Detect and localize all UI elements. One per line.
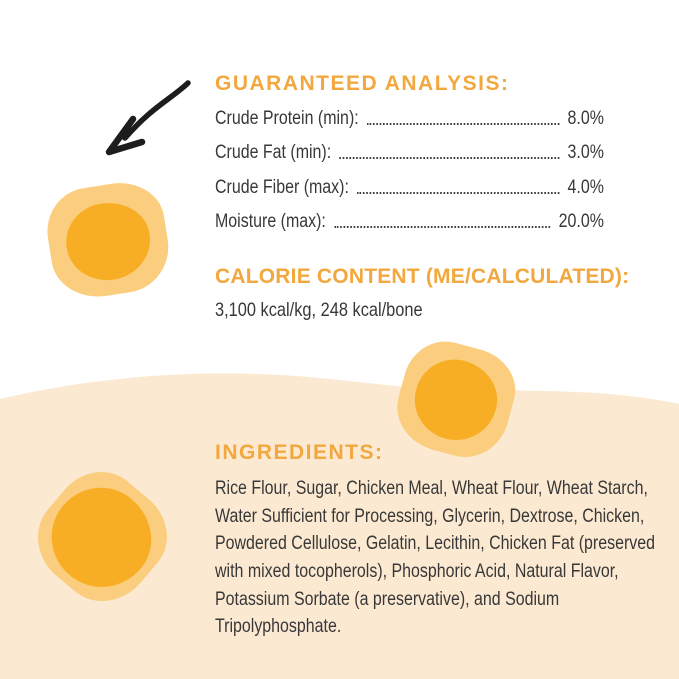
dot-leader (339, 157, 560, 159)
guaranteed-analysis-table: Crude Protein (min): 8.0% Crude Fat (min… (215, 95, 678, 233)
analysis-row-value: 8.0% (567, 107, 604, 129)
analysis-row-label: Crude Fiber (max): (215, 176, 349, 198)
analysis-row: Crude Fiber (max): 4.0% (215, 164, 604, 199)
ingredients-line: Potassium Sorbate (a preservative), and … (215, 588, 560, 610)
ingredients-paragraph: Rice Flour, Sugar, Chicken Meal, Wheat F… (215, 475, 679, 641)
analysis-row-value: 3.0% (567, 142, 604, 164)
curved-arrow-icon (105, 80, 191, 156)
treat-shape (41, 176, 175, 304)
ingredients-heading: INGREDIENTS: (215, 441, 384, 464)
analysis-row-label: Crude Fat (min): (215, 142, 332, 164)
ingredients-line: Rice Flour, Sugar, Chicken Meal, Wheat F… (215, 478, 648, 499)
dot-leader (357, 191, 560, 194)
analysis-row-value: 4.0% (567, 176, 604, 198)
ingredients-line: Tripolyphosphate. (215, 616, 342, 638)
analysis-row-label: Crude Protein (min): (215, 107, 359, 129)
analysis-row-value: 20.0% (558, 211, 604, 233)
analysis-row: Crude Protein (min): 8.0% (215, 95, 604, 130)
dot-leader (367, 122, 560, 125)
dot-leader (334, 226, 551, 228)
ingredients-line: with mixed tocopherols), Phosphoric Acid… (215, 561, 619, 583)
calorie-content-heading: CALORIE CONTENT (ME/CALCULATED): (215, 265, 630, 288)
analysis-row-label: Moisture (max): (215, 211, 326, 233)
analysis-row: Moisture (max): 20.0% (215, 199, 604, 234)
guaranteed-analysis-heading: GUARANTEED ANALYSIS: (215, 72, 510, 95)
cream-wave-background (0, 373, 679, 679)
analysis-row: Crude Fat (min): 3.0% (215, 130, 604, 165)
ingredients-line: Powdered Cellulose, Gelatin, Lecithin, C… (215, 533, 656, 555)
ingredients-line: Water Sufficient for Processing, Glyceri… (215, 505, 645, 527)
calorie-content-value: 3,100 kcal/kg, 248 kcal/bone (215, 299, 423, 321)
